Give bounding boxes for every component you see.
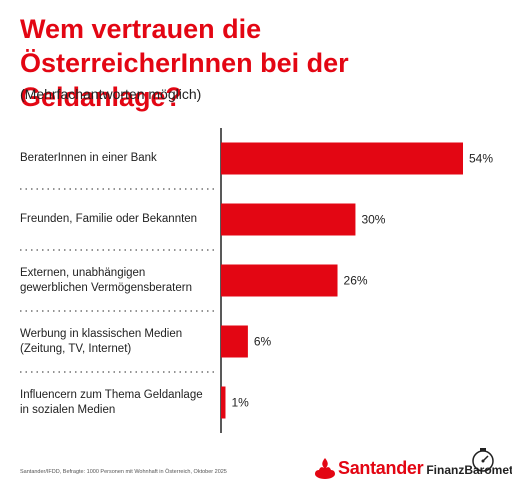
- bar: [221, 325, 248, 358]
- source-note: Santander/IFDD, Befragte: 1000 Personen …: [20, 469, 227, 475]
- bar: [221, 264, 338, 297]
- brand-product: FinanzBarometer: [426, 462, 512, 477]
- category-label: Freunden, Familie oder Bekannten: [20, 213, 198, 225]
- bar-value-label: 54%: [469, 152, 493, 166]
- page-subtitle: (Mehrfachantworten möglich): [20, 86, 202, 102]
- category-label: Externen, unabhängigen gewerblichen Verm…: [20, 266, 192, 294]
- santander-flame-icon: [315, 458, 335, 479]
- brand-logo: Santander FinanzBarometer: [315, 455, 512, 481]
- speedometer-icon: [472, 448, 494, 472]
- category-label: Werbung in klassischen Medien (Zeitung, …: [20, 327, 183, 355]
- bar-value-label: 30%: [361, 213, 385, 227]
- bar: [221, 203, 356, 236]
- brand-name: Santander: [338, 457, 424, 478]
- bar: [221, 386, 226, 419]
- category-label: BeraterInnen in einer Bank: [20, 152, 157, 164]
- bar-value-label: 26%: [344, 274, 368, 288]
- bar: [221, 142, 463, 175]
- bar-value-label: 6%: [254, 335, 272, 349]
- category-label: Influencern zum Thema Geldanlage in sozi…: [20, 388, 203, 416]
- bar-value-label: 1%: [231, 396, 249, 410]
- page-title: Wem vertrauen die ÖsterreicherInnen bei …: [20, 14, 349, 112]
